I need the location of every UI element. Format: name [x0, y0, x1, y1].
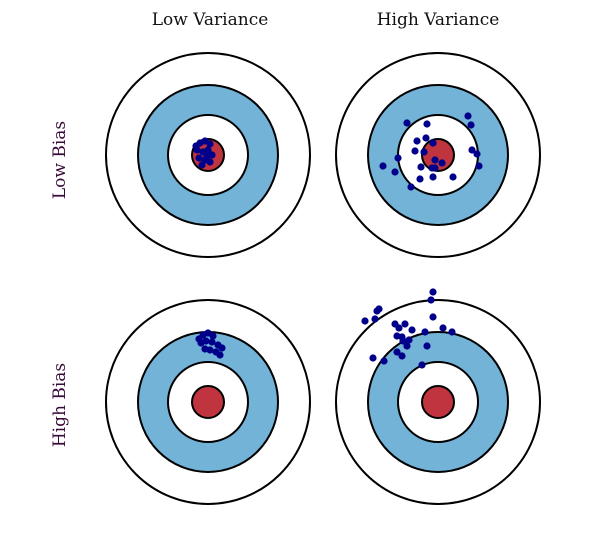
shot-dot — [202, 337, 210, 345]
shot-dot — [208, 338, 216, 346]
shot-dot — [206, 158, 214, 166]
shot-dot — [427, 296, 435, 304]
shot-dot — [371, 315, 379, 323]
shot-dot — [361, 317, 369, 325]
column-label-low-variance: Low Variance — [151, 10, 269, 30]
shot-dot — [429, 313, 437, 321]
shot-dot — [209, 332, 217, 340]
shot-dot — [393, 348, 401, 356]
shot-dot — [407, 183, 415, 191]
bullseye — [421, 138, 455, 172]
shot-dot — [416, 175, 424, 183]
shot-dot — [403, 119, 411, 127]
target-3 — [105, 299, 311, 505]
shot-dot — [380, 357, 388, 365]
shot-dot — [193, 146, 201, 154]
bullseye — [421, 385, 455, 419]
shot-dot — [473, 150, 481, 158]
shot-dot — [206, 346, 214, 354]
shot-dot — [468, 146, 476, 154]
shot-dot — [401, 320, 409, 328]
shot-dot — [206, 140, 214, 148]
shot-dot — [195, 154, 203, 162]
shot-dot — [398, 352, 406, 360]
column-label-high-variance: High Variance — [376, 10, 500, 30]
shot-dot — [420, 148, 428, 156]
shot-dot — [218, 344, 226, 352]
shot-dot — [403, 342, 411, 350]
shot-dot — [399, 337, 407, 345]
shot-dot — [429, 139, 437, 147]
shot-dot — [417, 163, 425, 171]
shot-dot — [438, 159, 446, 167]
shot-dot — [394, 154, 402, 162]
shot-dot — [379, 162, 387, 170]
shot-dot — [395, 324, 403, 332]
target-2 — [335, 52, 541, 258]
shot-dot — [429, 173, 437, 181]
shot-dot — [449, 173, 457, 181]
shot-dot — [405, 336, 413, 344]
bullseye — [191, 385, 225, 419]
target-4 — [335, 288, 541, 505]
shot-dot — [431, 156, 439, 164]
shot-dot — [418, 361, 426, 369]
shot-dot — [421, 328, 429, 336]
shot-dot — [439, 324, 447, 332]
shot-dot — [448, 328, 456, 336]
shot-dot — [204, 146, 212, 154]
shot-dot — [216, 351, 224, 359]
shot-dot — [408, 326, 416, 334]
shot-dot — [423, 342, 431, 350]
shot-dot — [429, 288, 437, 296]
shot-dot — [391, 168, 399, 176]
shot-dot — [369, 354, 377, 362]
shot-dot — [198, 161, 206, 169]
target-1 — [105, 52, 311, 258]
shot-dot — [411, 147, 419, 155]
shot-dot — [431, 164, 439, 172]
shot-dot — [373, 307, 381, 315]
shot-dot — [422, 134, 430, 142]
shot-dot — [475, 162, 483, 170]
shot-dot — [464, 112, 472, 120]
shot-dot — [423, 120, 431, 128]
shot-dot — [413, 137, 421, 145]
shot-dot — [467, 121, 475, 129]
